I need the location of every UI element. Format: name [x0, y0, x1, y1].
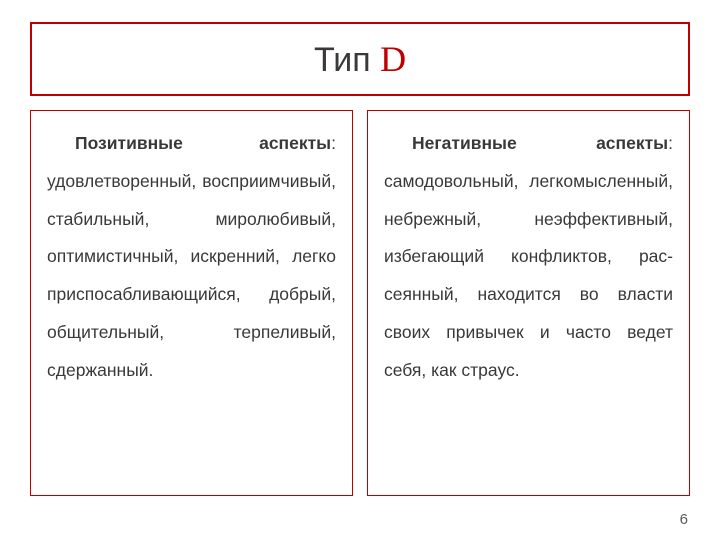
positive-aspects-box: Позитивные аспекты: удовлетворенный, вос… [30, 110, 353, 496]
negative-aspects-text: Негативные аспекты: самодовольный, легко… [384, 125, 673, 390]
negative-label: Негативные аспекты [412, 133, 668, 153]
positive-aspects-text: Позитивные аспекты: удовлетворенный, вос… [47, 125, 336, 390]
negative-body: : самодовольный, легко­мысленный, небреж… [384, 133, 673, 380]
positive-body: : удовлетворенный, воспри­имчивый, стаби… [47, 133, 336, 380]
positive-label: Позитивные аспекты [75, 133, 331, 153]
title-box: Тип D [30, 22, 690, 96]
columns-container: Позитивные аспекты: удовлетворенный, вос… [30, 110, 690, 496]
title-prefix: Тип [314, 41, 380, 79]
negative-aspects-box: Негативные аспекты: самодовольный, легко… [367, 110, 690, 496]
title-letter: D [380, 39, 406, 79]
page-number: 6 [680, 511, 688, 528]
